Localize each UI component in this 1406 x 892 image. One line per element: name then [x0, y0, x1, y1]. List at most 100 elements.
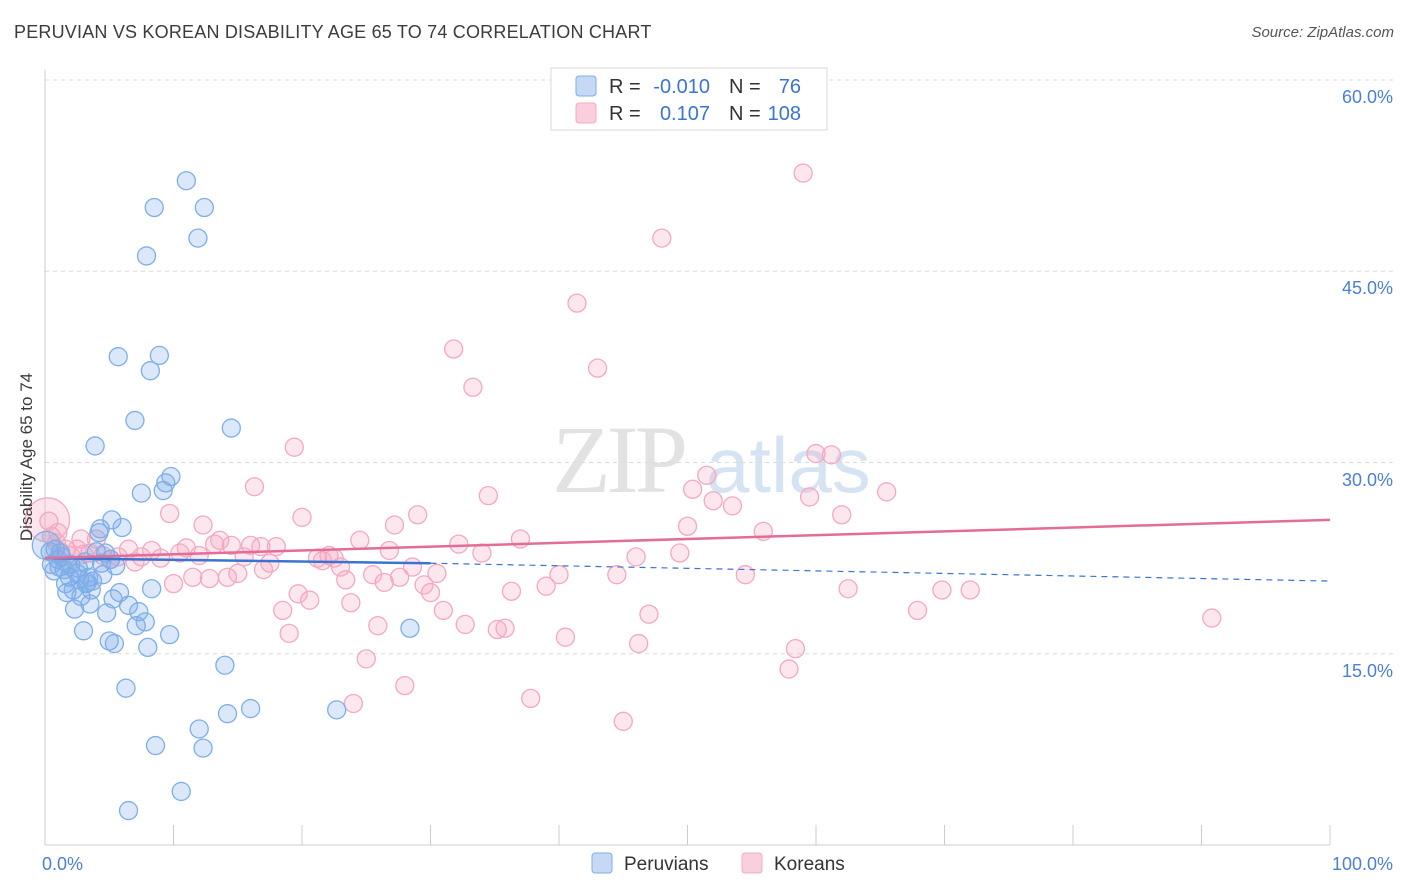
koreans-point-80	[555, 627, 576, 647]
koreans-point-105	[877, 482, 897, 502]
koreans-point-69	[455, 614, 475, 635]
peruvians-point-65	[221, 418, 241, 438]
koreans-point-94	[722, 496, 743, 516]
koreans-point-39	[279, 623, 299, 643]
legend-n-label-2: N =	[729, 103, 761, 125]
axes	[44, 70, 1331, 846]
koreans-point-27	[210, 530, 230, 550]
koreans-point-104	[838, 579, 858, 599]
peruvians-point-51	[145, 735, 166, 756]
peruvians-point-44	[131, 483, 152, 503]
peruvians-point-30	[97, 603, 117, 623]
koreans-point-71	[472, 543, 492, 563]
y-tick-label-45: 45.0%	[1342, 278, 1393, 298]
koreans-point-49	[336, 570, 356, 590]
y-tick-label-30: 30.0%	[1342, 470, 1393, 490]
peruvians-point-56	[161, 466, 181, 487]
koreans-point-cluster	[24, 497, 71, 543]
peruvians-point-58	[176, 171, 197, 191]
peruvians-point-52	[149, 345, 170, 366]
peruvians-point-75	[58, 554, 78, 575]
koreans-point-108	[960, 580, 980, 600]
koreans-point-98	[785, 639, 806, 659]
peruvians-trend-line	[44, 556, 431, 565]
peruvians-point-61	[193, 738, 213, 758]
koreans-point-33	[244, 477, 265, 497]
koreans-point-52	[350, 530, 370, 550]
koreans-point-87	[639, 604, 659, 624]
koreans-point-82	[587, 358, 608, 378]
koreans-point-99	[793, 163, 813, 183]
peruvians-point-48	[140, 361, 161, 381]
koreans-point-73	[487, 619, 507, 640]
koreans-point-83	[607, 565, 627, 585]
watermark-zip: ZIP	[552, 406, 685, 513]
koreans-point-36	[260, 553, 280, 573]
peruvians-point-60	[189, 719, 209, 739]
koreans-point-77	[521, 688, 541, 709]
trend-lines	[44, 518, 1331, 582]
chart-title: PERUVIAN VS KOREAN DISABILITY AGE 65 TO …	[14, 22, 652, 42]
koreans-point-42	[292, 507, 312, 527]
legend-r-value-1: -0.010	[653, 76, 710, 98]
y-tick-label-15: 15.0%	[1342, 661, 1393, 681]
koreans-point-58	[384, 515, 405, 535]
koreans-point-59	[390, 567, 410, 587]
peruvians-point-43	[129, 602, 149, 622]
peruvians-point-69	[118, 800, 139, 821]
koreans-point-55	[368, 616, 388, 636]
koreans-point-43	[300, 590, 320, 610]
koreans-points	[24, 163, 1222, 731]
koreans-trend-line	[44, 518, 1331, 560]
koreans-point-30	[228, 563, 248, 584]
source-credit: Source: ZipAtlas.com	[1251, 24, 1394, 41]
koreans-point-22	[183, 567, 203, 587]
peruvians-point-57	[171, 781, 191, 802]
peruvians-point-50	[144, 197, 164, 218]
koreans-point-38	[273, 600, 293, 621]
peruvians-point-72	[79, 567, 99, 587]
stats-legend: R = -0.010 N = 76 R = 0.107 N = 108	[550, 67, 828, 131]
peruvians-point-63	[215, 655, 235, 675]
peruvians-point-24	[85, 436, 105, 456]
koreans-point-60	[395, 675, 415, 696]
x-tick-label-max: 100.0%	[1332, 854, 1393, 874]
koreans-point-106	[907, 600, 928, 621]
koreans-point-14	[125, 552, 145, 572]
legend-swatch-peruvians	[575, 75, 597, 97]
legend-r-label-2: R =	[609, 103, 641, 125]
koreans-point-65	[427, 563, 447, 584]
koreans-point-102	[821, 445, 842, 465]
koreans-point-54	[363, 565, 383, 585]
koreans-point-18	[159, 503, 180, 524]
peruvians-trend-line-extension	[430, 562, 1331, 582]
y-tick-label-60: 60.0%	[1342, 87, 1393, 107]
koreans-point-61	[402, 557, 423, 577]
peruvians-point-33	[102, 510, 122, 530]
watermark-atlas: atlas	[706, 421, 871, 509]
koreans-point-62	[407, 505, 428, 525]
peruvians-point-39	[116, 678, 136, 698]
peruvians-point-62	[194, 197, 214, 218]
bottom-swatch-peruvians	[591, 852, 613, 874]
koreans-point-50	[341, 593, 361, 613]
koreans-point-91	[682, 479, 703, 499]
koreans-point-46	[319, 545, 339, 566]
gridlines	[45, 79, 1393, 655]
peruvians-point-49	[142, 579, 162, 599]
koreans-point-15	[131, 547, 152, 567]
peruvians-point-67	[327, 700, 347, 720]
koreans-point-86	[629, 633, 649, 654]
koreans-point-103	[832, 505, 852, 525]
koreans-point-84	[613, 711, 633, 731]
koreans-point-64	[420, 582, 441, 603]
koreans-point-79	[549, 565, 569, 585]
koreans-point-68	[449, 534, 469, 554]
peruvians-points	[31, 171, 420, 821]
legend-label-koreans: Koreans	[774, 854, 845, 875]
koreans-point-23	[189, 545, 209, 566]
koreans-point-95	[735, 565, 755, 585]
koreans-point-25	[199, 568, 220, 589]
peruvians-point-47	[138, 637, 158, 658]
